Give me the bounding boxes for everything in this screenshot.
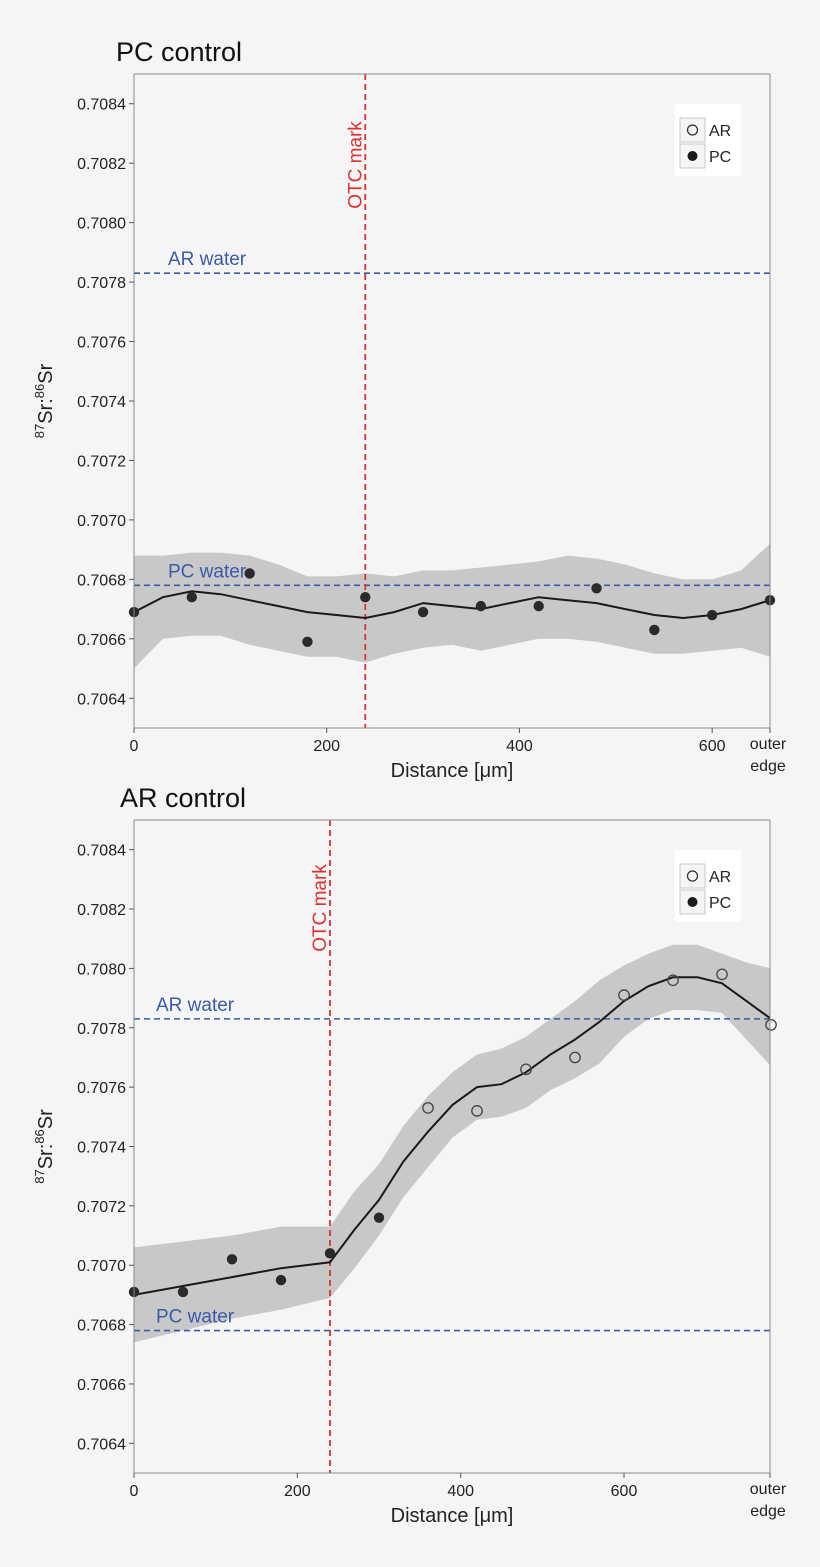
y-tick-label: 0.7082 (77, 156, 126, 173)
pc-data-point (417, 606, 429, 618)
x-tick-label: 0 (130, 1483, 139, 1500)
ar-legend-marker (686, 870, 699, 882)
x-tick-label: 400 (506, 738, 533, 755)
ar-data-point (716, 968, 728, 981)
y-tick-label: 0.7080 (77, 216, 126, 233)
x-tick-label: 200 (313, 738, 340, 755)
y-axis-label-sr: Sr: (35, 1144, 57, 1170)
legend-key-box (679, 117, 706, 143)
ar-data-point (667, 974, 679, 987)
pc-data-point (324, 1248, 336, 1259)
pc-data-point (226, 1254, 238, 1265)
pc-data-point (591, 583, 602, 594)
pc-data-point (475, 600, 487, 612)
ar-data-point (618, 989, 630, 1001)
y-tick-label: 0.7082 (77, 902, 126, 919)
ar-data-point (569, 1051, 581, 1064)
y-tick-label: 0.7084 (77, 843, 126, 860)
smooth-fit-line (134, 590, 770, 620)
pc-data-point (302, 636, 313, 647)
panel-title: PC control (116, 37, 242, 67)
x-tick-label: 400 (447, 1483, 474, 1500)
y-axis-label-sr2: Sr (35, 363, 57, 383)
x-axis-label: Distance [μm] (391, 1505, 514, 1527)
y-tick-label: 0.7070 (77, 513, 126, 530)
y-tick-label: 0.7076 (77, 335, 126, 352)
x-tick-label: 600 (699, 738, 726, 755)
x-axis-label: Distance [μm] (391, 760, 514, 782)
y-tick-label: 0.7080 (77, 961, 126, 978)
pc-water-label: PC water (168, 561, 247, 582)
y-axis-label-sr: Sr: (35, 398, 57, 424)
ar-data-point (520, 1063, 532, 1076)
y-tick-label: 0.7078 (77, 1021, 126, 1038)
pc-data-point (360, 592, 371, 603)
pc-data-point (275, 1274, 287, 1286)
pc-data-point (177, 1286, 189, 1298)
otc-mark-label: OTC mark (345, 121, 366, 209)
x-tick-label: 200 (284, 1483, 311, 1500)
x-end-label-line1: outer (750, 1481, 787, 1498)
ar-data-point (422, 1102, 434, 1114)
y-axis-label: 87Sr:86Sr (32, 1109, 57, 1184)
pc-data-point (373, 1212, 385, 1223)
legend-key-box (679, 863, 706, 889)
pc-legend-label: PC (709, 895, 731, 912)
y-axis-label-sup-87: 87 (32, 1169, 47, 1183)
pc-control-panel: PC control AR water PC water OTC mark 0.7… (32, 37, 787, 782)
pc-data-point (533, 600, 544, 612)
y-axis-label-sup-86: 86 (32, 384, 47, 398)
y-tick-label: 0.7070 (77, 1258, 126, 1275)
pc-legend-marker (687, 151, 698, 161)
y-tick-label: 0.7072 (77, 1199, 126, 1216)
ar-control-panel: AR control AR water PC water OTC mark 0.7… (32, 783, 787, 1527)
pc-data-point (649, 624, 660, 636)
ar-legend-marker (686, 124, 699, 136)
ar-legend-label: AR (709, 869, 731, 886)
y-tick-label: 0.7076 (77, 1080, 126, 1097)
pc-data-point (186, 592, 198, 603)
legend: AR PC (675, 104, 741, 176)
y-tick-label: 0.7064 (77, 1436, 126, 1453)
y-axis-label-sr2: Sr (35, 1109, 57, 1129)
y-tick-label: 0.7064 (77, 691, 126, 708)
ar-water-label: AR water (156, 995, 235, 1016)
y-axis-label-sup-86: 86 (32, 1129, 47, 1143)
y-axis-label-sup-87: 87 (32, 424, 47, 438)
y-tick-label: 0.7074 (77, 394, 126, 411)
ar-data-point (471, 1105, 483, 1117)
y-axis-label: 87Sr:86Sr (32, 363, 57, 438)
pc-data-point (244, 568, 255, 579)
x-end-label-line1: outer (750, 736, 787, 753)
confidence-band (134, 944, 770, 1343)
x-end-label-line2: edge (750, 758, 786, 775)
otc-mark-label: OTC mark (310, 864, 331, 952)
y-tick-label: 0.7084 (77, 97, 126, 114)
y-tick-label: 0.7066 (77, 632, 126, 649)
panel-title: AR control (120, 783, 246, 813)
ar-legend-label: AR (709, 123, 731, 140)
x-tick-label: 0 (130, 738, 139, 755)
y-tick-label: 0.7068 (77, 1318, 126, 1335)
x-end-label-line2: edge (750, 1503, 786, 1520)
ar-data-point (765, 1018, 777, 1031)
legend: AR PC (675, 850, 741, 922)
y-tick-label: 0.7072 (77, 453, 126, 470)
pc-data-point (706, 609, 718, 621)
plot-frame (133, 819, 771, 1474)
x-tick-label: 600 (611, 1483, 638, 1500)
y-tick-label: 0.7078 (77, 275, 126, 292)
y-tick-label: 0.7066 (77, 1377, 126, 1394)
pc-legend-marker (687, 897, 698, 907)
y-tick-label: 0.7074 (77, 1140, 126, 1157)
ar-water-label: AR water (168, 249, 247, 270)
pc-legend-label: PC (709, 149, 731, 166)
pc-water-label: PC water (156, 1307, 235, 1328)
y-tick-label: 0.7068 (77, 572, 126, 589)
